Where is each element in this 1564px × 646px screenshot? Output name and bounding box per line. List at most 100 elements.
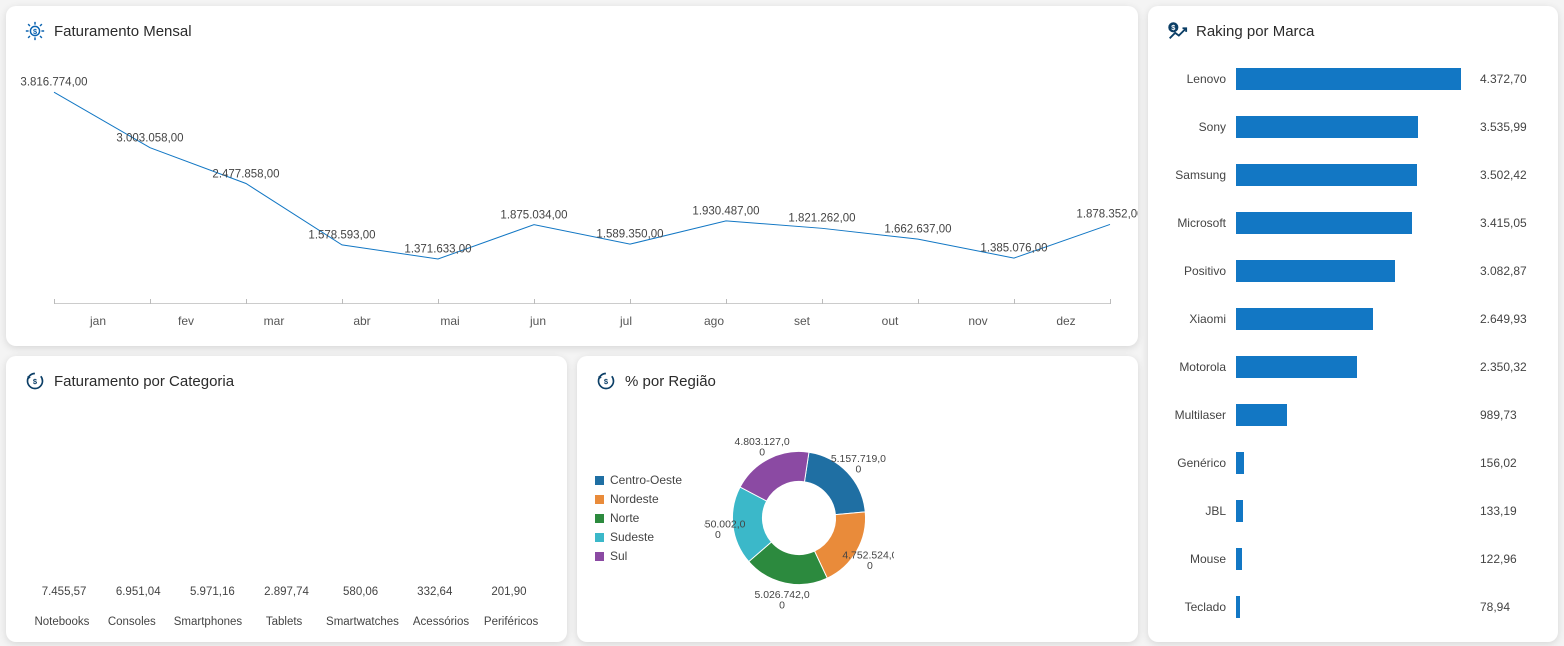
card-brand-ranking: $ Raking por Marca Lenovo4.372,70Sony3.5… (1148, 6, 1558, 642)
card-category-revenue: $ Faturamento por Categoria 7.455,57 6.95… (6, 356, 567, 642)
hbar-rect (1236, 260, 1395, 282)
category-title: Faturamento por Categoria (54, 373, 234, 390)
svg-text:$: $ (33, 377, 38, 386)
legend-swatch (595, 533, 604, 542)
bar-value-label: 5.971,16 (190, 586, 235, 598)
hbar-row-genérico: Genérico156,02 (1166, 441, 1540, 484)
donut-value-label: 4.752.524,00 (842, 551, 894, 572)
bar-x-label: Periféricos (483, 616, 539, 628)
bar-x-label: Acessórios (413, 616, 469, 628)
hbar-rect (1236, 164, 1417, 186)
hbar-rect (1236, 452, 1244, 474)
legend-swatch (595, 476, 604, 485)
bar-periféricos: 201,90 (479, 586, 539, 602)
bar-value-label: 332,64 (417, 586, 452, 598)
bar-value-label: 7.455,57 (42, 586, 87, 598)
donut-legend: Centro-Oeste Nordeste Norte Sudeste Sul (595, 468, 682, 568)
bar-x-label: Tablets (256, 616, 312, 628)
line-x-label: jun (494, 314, 582, 328)
hbar-value-label: 3.082,87 (1480, 264, 1540, 278)
bar-tablets: 2.897,74 (256, 586, 316, 602)
brand-title: Raking por Marca (1196, 23, 1314, 40)
hbar-row-multilaser: Multilaser989,73 (1166, 393, 1540, 436)
line-chart: 3.816.774,003.003.058,002.477.858,001.57… (24, 66, 1120, 328)
hbar-value-label: 989,73 (1480, 408, 1540, 422)
line-x-label: dez (1022, 314, 1110, 328)
svg-text:$: $ (1171, 23, 1175, 32)
refresh-dollar-icon: $ (595, 370, 617, 392)
hbar-rect (1236, 404, 1287, 426)
dashboard-grid: $ Faturamento Mensal 3.816.774,003.003.0… (6, 6, 1558, 640)
hbar-row-mouse: Mouse122,96 (1166, 537, 1540, 580)
refresh-dollar-icon: $ (24, 370, 46, 392)
hbar-value-label: 4.372,70 (1480, 72, 1540, 86)
monthly-title: Faturamento Mensal (54, 23, 192, 40)
hbar-row-jbl: JBL 133,19 (1166, 489, 1540, 532)
hbar-rect (1236, 68, 1461, 90)
line-x-label: jul (582, 314, 670, 328)
hbar-row-xiaomi: Xiaomi 2.649,93 (1166, 298, 1540, 341)
bar-chart: 7.455,57 6.951,04 5.971,16 2.897,74 580,06 33… (24, 408, 549, 628)
line-x-label: nov (934, 314, 1022, 328)
hbar-row-motorola: Motorola2.350,32 (1166, 346, 1540, 389)
bar-value-label: 580,06 (343, 586, 378, 598)
line-point-label: 2.477.858,00 (212, 168, 279, 180)
hbar-row-teclado: Teclado78,94 (1166, 585, 1540, 628)
hbar-category-label: Positivo (1166, 264, 1230, 278)
line-point-label: 1.589.350,00 (596, 229, 663, 241)
legend-label: Nordeste (610, 492, 659, 506)
bar-value-label: 2.897,74 (264, 586, 309, 598)
hbar-category-label: Sony (1166, 120, 1230, 134)
hbar-row-samsung: Samsung3.502,42 (1166, 154, 1540, 197)
hbar-rect (1236, 212, 1412, 234)
line-x-label: abr (318, 314, 406, 328)
line-point-label: 1.821.262,00 (788, 213, 855, 225)
line-point-label: 1.878.352,00 (1076, 209, 1138, 221)
hbar-value-label: 3.535,99 (1480, 120, 1540, 134)
line-x-label: mar (230, 314, 318, 328)
hbar-rect (1236, 596, 1240, 618)
hbar-row-positivo: Positivo 3.082,87 (1166, 250, 1540, 293)
legend-item-sul: Sul (595, 549, 682, 563)
hbar-chart: Lenovo4.372,70Sony3.535,99Samsung3.502,4… (1166, 58, 1540, 628)
hbar-category-label: JBL (1166, 504, 1230, 518)
line-x-label: jan (54, 314, 142, 328)
hbar-row-sony: Sony 3.535,99 (1166, 106, 1540, 149)
bar-x-label: Smartphones (174, 616, 242, 628)
donut-value-label: 5.026.742,00 (755, 590, 810, 611)
hbar-value-label: 2.649,93 (1480, 312, 1540, 326)
hbar-value-label: 3.415,05 (1480, 216, 1540, 230)
line-x-label: out (846, 314, 934, 328)
region-title: % por Região (625, 373, 716, 390)
hbar-category-label: Microsoft (1166, 216, 1230, 230)
legend-swatch (595, 495, 604, 504)
hbar-rect (1236, 116, 1418, 138)
hbar-value-label: 3.502,42 (1480, 168, 1540, 182)
legend-label: Sul (610, 549, 627, 563)
line-point-label: 1.371.633,00 (404, 243, 471, 255)
legend-item-norte: Norte (595, 511, 682, 525)
hbar-rect (1236, 500, 1243, 522)
line-x-label: fev (142, 314, 230, 328)
bar-x-label: Smartwatches (326, 616, 399, 628)
line-point-label: 1.385.076,00 (980, 242, 1047, 254)
line-x-label: set (758, 314, 846, 328)
card-monthly-revenue: $ Faturamento Mensal 3.816.774,003.003.0… (6, 6, 1138, 346)
hbar-category-label: Xiaomi (1166, 312, 1230, 326)
line-point-label: 1.578.593,00 (308, 229, 375, 241)
legend-item-nordeste: Nordeste (595, 492, 682, 506)
svg-text:$: $ (604, 377, 609, 386)
line-point-label: 1.930.487,00 (692, 205, 759, 217)
bar-acessórios: 332,64 (405, 586, 465, 602)
legend-label: Sudeste (610, 530, 654, 544)
line-x-label: mai (406, 314, 494, 328)
hbar-value-label: 133,19 (1480, 504, 1540, 518)
hbar-rect (1236, 308, 1373, 330)
bar-consoles: 6.951,04 (108, 586, 168, 602)
hbar-rect (1236, 356, 1357, 378)
legend-item-centro-oeste: Centro-Oeste (595, 473, 682, 487)
legend-item-sudeste: Sudeste (595, 530, 682, 544)
bar-x-label: Consoles (104, 616, 160, 628)
trend-dollar-icon: $ (1166, 20, 1188, 42)
hbar-value-label: 156,02 (1480, 456, 1540, 470)
